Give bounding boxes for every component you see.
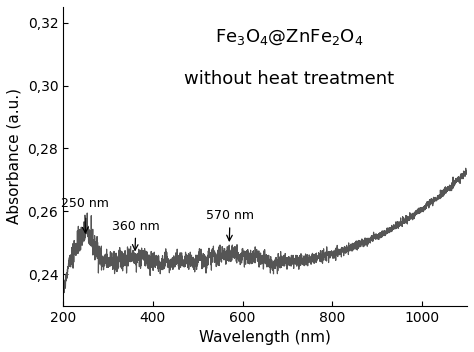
Text: 250 nm: 250 nm xyxy=(61,197,109,233)
Text: without heat treatment: without heat treatment xyxy=(184,70,394,88)
Text: 570 nm: 570 nm xyxy=(206,209,254,241)
X-axis label: Wavelength (nm): Wavelength (nm) xyxy=(199,330,331,345)
Y-axis label: Absorbance (a.u.): Absorbance (a.u.) xyxy=(7,88,22,224)
Text: Fe$_3$O$_4$@ZnFe$_2$O$_4$: Fe$_3$O$_4$@ZnFe$_2$O$_4$ xyxy=(215,28,364,48)
Text: 360 nm: 360 nm xyxy=(112,220,160,250)
